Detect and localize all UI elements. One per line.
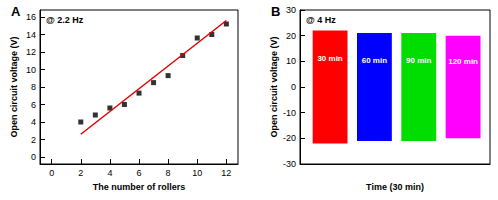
svg-text:10: 10: [192, 168, 202, 178]
svg-text:90 min: 90 min: [406, 56, 431, 65]
svg-text:10: 10: [286, 56, 296, 66]
svg-text:0: 0: [291, 82, 296, 92]
svg-text:2: 2: [78, 168, 83, 178]
svg-text:2: 2: [31, 135, 36, 145]
svg-text:20: 20: [286, 31, 296, 41]
svg-text:60 min: 60 min: [362, 56, 387, 65]
svg-text:10: 10: [26, 65, 36, 75]
svg-text:8: 8: [31, 82, 36, 92]
svg-text:120 min: 120 min: [448, 57, 478, 66]
svg-text:Open circuit voltage (V): Open circuit voltage (V): [269, 36, 279, 137]
svg-text:-20: -20: [283, 133, 296, 143]
svg-text:A: A: [11, 4, 21, 19]
svg-text:6: 6: [31, 100, 36, 110]
svg-text:14: 14: [26, 30, 36, 40]
svg-text:12: 12: [221, 168, 231, 178]
svg-text:-10: -10: [283, 108, 296, 118]
svg-text:16: 16: [26, 12, 36, 22]
svg-text:The number of rollers: The number of rollers: [93, 182, 186, 192]
svg-text:Open circuit voltage (V): Open circuit voltage (V): [9, 36, 19, 137]
svg-text:Time (30 min): Time (30 min): [366, 182, 424, 192]
svg-text:6: 6: [136, 168, 141, 178]
svg-text:-30: -30: [283, 159, 296, 169]
svg-text:12: 12: [26, 47, 36, 57]
svg-text:30: 30: [286, 5, 296, 15]
svg-text:30 min: 30 min: [317, 54, 342, 63]
svg-text:8: 8: [166, 168, 171, 178]
svg-text:@ 4 Hz: @ 4 Hz: [306, 15, 336, 25]
svg-text:4: 4: [31, 117, 36, 127]
svg-text:0: 0: [49, 168, 54, 178]
svg-text:4: 4: [107, 168, 112, 178]
svg-text:0: 0: [31, 152, 36, 162]
svg-text:B: B: [271, 4, 280, 19]
svg-text:@ 2.2 Hz: @ 2.2 Hz: [46, 15, 84, 25]
